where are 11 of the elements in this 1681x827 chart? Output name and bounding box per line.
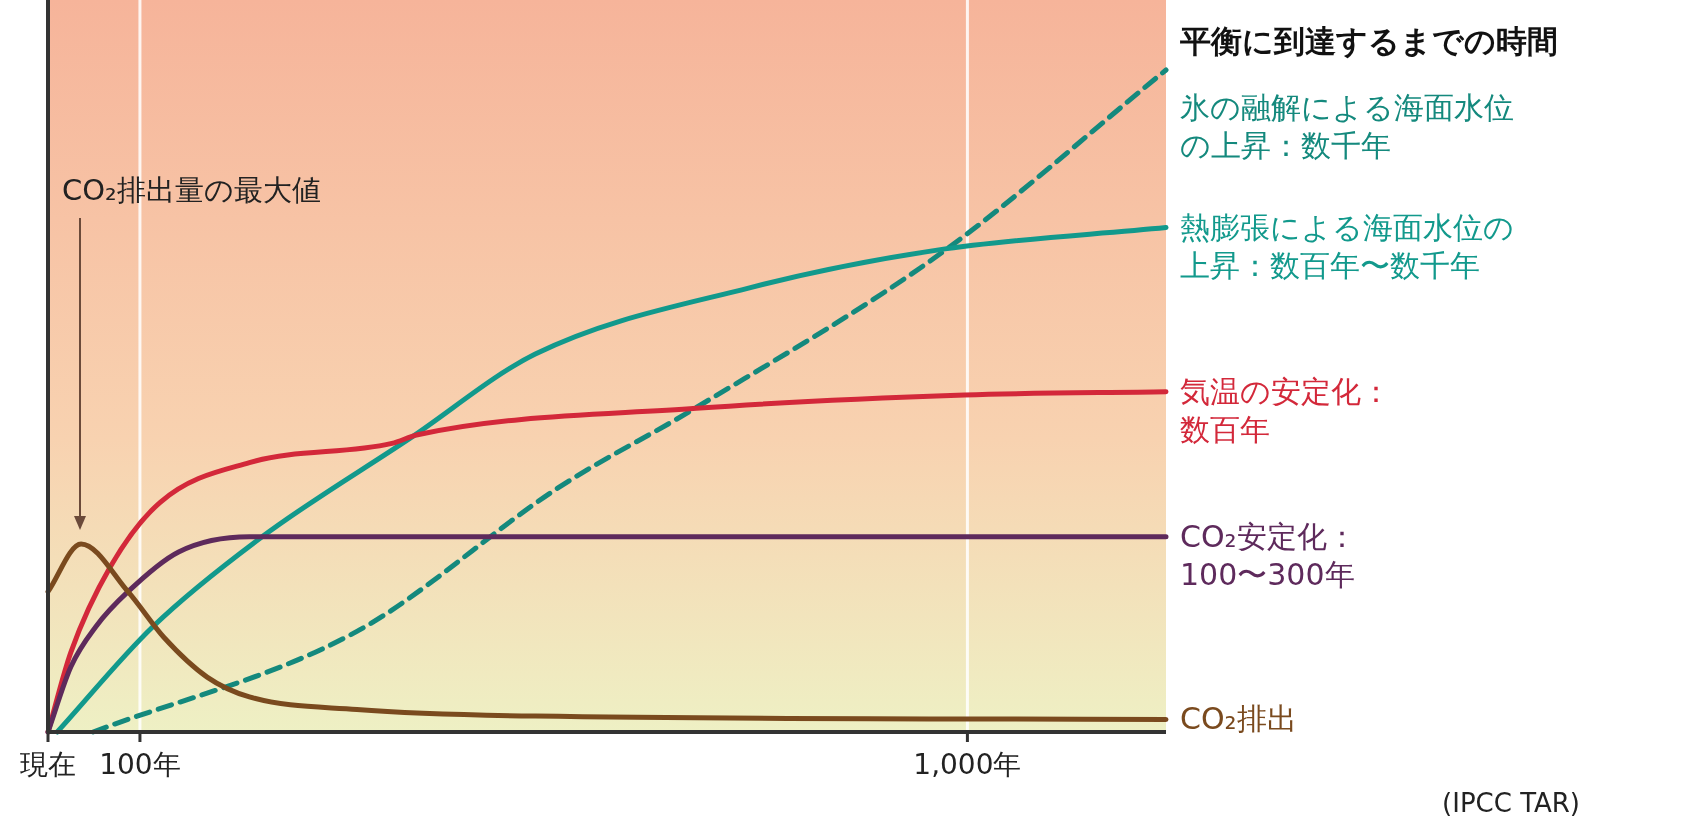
series-label: CO₂安定化：100〜300年 [1180,518,1357,592]
annotation: CO₂排出量の最大値 [62,173,321,207]
x-tick-label: 現在 [20,748,76,781]
text: 平衡に到達するまでの時間 [1179,23,1558,59]
series-label: 氷の融解による海面水位の上昇：数千年 [1180,90,1514,163]
series-label: CO₂排出 [1180,701,1297,737]
series-label: 熱膨張による海面水位の上昇：数百年〜数千年 [1180,209,1514,283]
series-label: 気温の安定化：数百年 [1180,373,1391,447]
x-tick-label: 100年 [99,748,181,781]
x-tick-label: 1,000年 [913,748,1022,781]
text: (IPCC TAR) [1442,788,1580,818]
